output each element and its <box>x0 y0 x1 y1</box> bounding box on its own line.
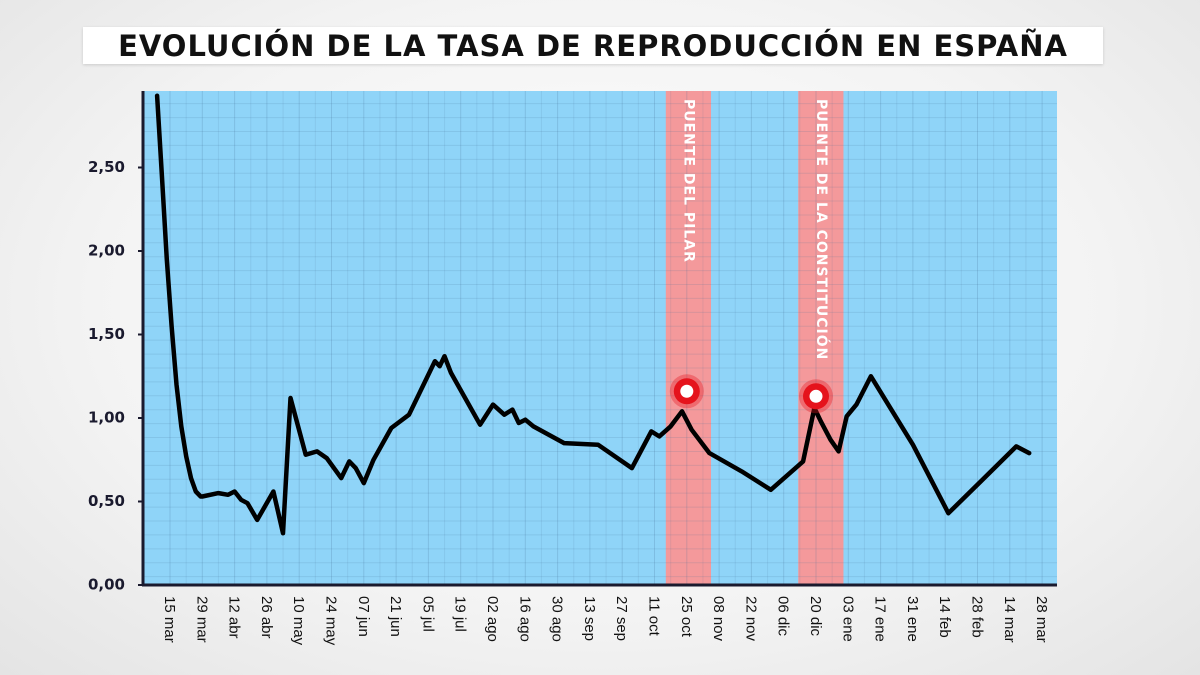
peak-marker <box>799 379 833 414</box>
x-tick-label: 24 may <box>323 596 340 646</box>
x-tick-label: 17 ene <box>872 596 889 642</box>
holiday-band <box>665 91 712 585</box>
x-tick-label: 10 may <box>290 596 307 646</box>
x-tick-label: 13 sep <box>581 596 598 641</box>
peak-markers <box>669 374 833 414</box>
y-tick-label: 2,00 <box>88 242 125 260</box>
y-tick-labels: 0,00 0,50 1,00 1,50 2,00 2,50 <box>88 158 125 594</box>
y-tick-label: 0,50 <box>88 492 125 510</box>
x-tick-label: 08 nov <box>710 596 727 642</box>
x-tick-label: 11 oct <box>646 596 663 637</box>
chart-title-box: EVOLUCIÓN DE LA TASA DE REPRODUCCIÓN EN … <box>83 27 1103 64</box>
x-tick-label: 28 mar <box>1033 596 1050 643</box>
y-tick-label: 1,50 <box>88 325 125 343</box>
x-tick-label: 28 feb <box>969 596 986 638</box>
plot-background <box>143 91 1057 585</box>
y-tick-label: 0,00 <box>88 576 125 594</box>
x-tick-label: 15 mar <box>161 596 178 643</box>
x-tick-label: 16 ago <box>516 596 533 642</box>
x-tick-label: 12 abr <box>226 596 243 639</box>
x-tick-label: 29 mar <box>193 596 210 643</box>
x-tick-label: 14 mar <box>1001 596 1018 643</box>
x-tick-label: 07 jun <box>355 596 372 637</box>
x-tick-label: 14 feb <box>936 596 953 638</box>
x-tick-label: 02 ago <box>484 596 501 642</box>
x-tick-label: 25 oct <box>678 596 695 638</box>
y-tick-label: 1,00 <box>88 409 125 427</box>
axes <box>138 91 1057 587</box>
peak-marker-center <box>680 384 694 398</box>
chart-title: EVOLUCIÓN DE LA TASA DE REPRODUCCIÓN EN … <box>118 28 1068 63</box>
holiday-band-labels: PUENTE DEL PILAR PUENTE DE LA CONSTITUCIÓ… <box>680 99 830 360</box>
holiday-bands <box>665 91 844 585</box>
holiday-band-label: PUENTE DEL PILAR <box>680 99 696 263</box>
x-tick-label: 03 ene <box>839 596 856 642</box>
x-tick-label: 05 jul <box>419 596 436 632</box>
x-tick-label: 22 nov <box>742 596 759 642</box>
x-tick-label: 06 dic <box>775 596 792 637</box>
holiday-band-label: PUENTE DE LA CONSTITUCIÓN <box>813 99 831 360</box>
x-tick-label: 27 sep <box>613 596 630 641</box>
series-line <box>154 93 1032 536</box>
x-tick-label: 20 dic <box>807 596 824 637</box>
holiday-band <box>798 91 844 585</box>
x-tick-label: 21 jun <box>387 596 404 637</box>
x-tick-label: 26 abr <box>258 596 275 639</box>
peak-marker <box>669 374 704 409</box>
peak-marker-center <box>809 389 823 403</box>
x-tick-label: 19 jul <box>452 596 469 632</box>
x-tick-label: 30 ago <box>549 596 566 642</box>
x-tick-labels: 15 mar 29 mar 12 abr 26 abr 10 may 24 may 07 j… <box>161 596 1050 646</box>
x-tick-label: 31 ene <box>904 596 921 642</box>
series-layer <box>154 93 1032 536</box>
y-tick-label: 2,50 <box>88 158 125 176</box>
